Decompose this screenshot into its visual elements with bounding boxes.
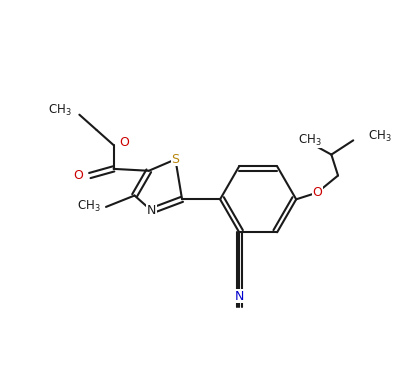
Text: S: S — [171, 153, 179, 166]
Text: O: O — [73, 169, 83, 182]
Text: CH$_3$: CH$_3$ — [297, 133, 322, 148]
Text: N: N — [234, 290, 244, 303]
Text: CH$_3$: CH$_3$ — [368, 129, 392, 144]
Text: O: O — [312, 186, 322, 199]
Text: O: O — [119, 136, 129, 149]
Text: CH$_3$: CH$_3$ — [48, 103, 72, 118]
Text: CH$_3$: CH$_3$ — [76, 199, 100, 215]
Text: N: N — [147, 204, 156, 217]
